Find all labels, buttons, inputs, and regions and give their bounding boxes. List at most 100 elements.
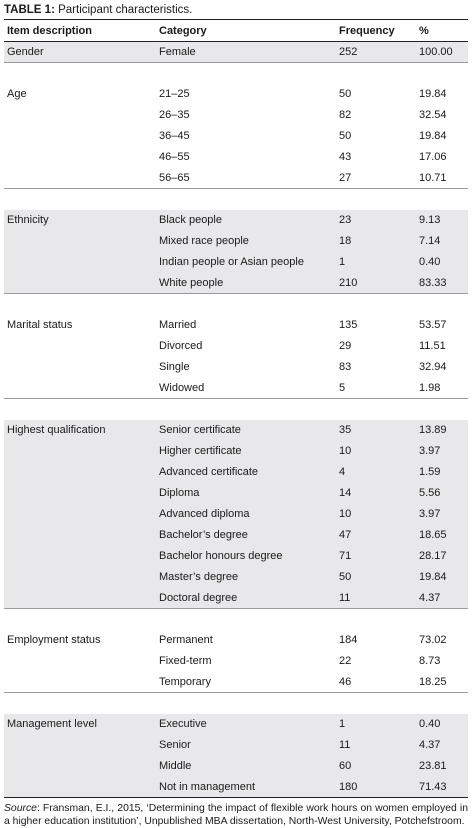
header-category: Category <box>156 19 336 42</box>
percent-cell: 8.73 <box>419 655 441 667</box>
category-cell: Permanent <box>159 634 213 646</box>
frequency-cell: 35 <box>336 419 416 441</box>
item-description-cell <box>4 272 156 294</box>
percent-cell: 32.54 <box>419 109 447 121</box>
source-label: Source <box>4 803 37 814</box>
category-cell: Mixed race people <box>156 230 336 252</box>
table-row: Mixed race people 18 7.14 <box>4 230 468 252</box>
table-row: Bachelor honours degree 71 28.17 <box>4 545 468 567</box>
frequency-cell: 252 <box>336 41 416 63</box>
table-row: Marital status Married 135 53.57 <box>4 315 468 336</box>
table-row: Middle 60 23.81 <box>4 755 468 777</box>
table-row: Doctoral degree 11 4.37 <box>4 587 468 609</box>
table-row: Widowed 5 1.98 <box>4 378 468 399</box>
frequency-cell: 27 <box>339 171 352 184</box>
frequency-cell: 5 <box>339 381 346 394</box>
category-cell: Single <box>159 361 190 373</box>
percent-cell: 100.00 <box>416 41 468 63</box>
frequency-cell: 14 <box>336 482 416 504</box>
frequency-cell: 11 <box>336 734 416 756</box>
category-cell: Executive <box>156 713 336 735</box>
category-cell: Not in management <box>156 776 336 798</box>
percent-cell: 53.57 <box>419 319 447 331</box>
table-row: Management level Executive 1 0.40 <box>4 713 468 735</box>
category-cell: Advanced diploma <box>156 503 336 525</box>
item-description-cell <box>4 105 156 126</box>
table-row: Employment status Permanent 184 73.02 <box>4 630 468 651</box>
category-cell: Senior certificate <box>156 419 336 441</box>
frequency-cell: 43 <box>339 151 352 163</box>
header-row: Item description Category Frequency % <box>4 19 468 42</box>
group-spacer <box>4 692 468 714</box>
table-row: White people 210 83.33 <box>4 272 468 294</box>
percent-cell: 0.40 <box>416 251 468 273</box>
item-description-cell: Marital status <box>7 319 73 331</box>
item-description-cell <box>4 672 156 693</box>
group-spacer <box>4 62 468 84</box>
percent-cell: 4.37 <box>416 734 468 756</box>
percent-cell: 10.71 <box>419 171 447 184</box>
item-description-cell <box>4 503 156 525</box>
percent-cell: 19.84 <box>419 130 447 142</box>
percent-cell: 18.65 <box>416 524 468 546</box>
header-frequency: Frequency <box>336 19 416 42</box>
item-description-cell <box>4 440 156 462</box>
header-item-description: Item description <box>4 19 156 42</box>
item-description-cell <box>4 461 156 483</box>
frequency-cell: 47 <box>336 524 416 546</box>
item-description-cell: Management level <box>4 713 156 735</box>
frequency-cell: 184 <box>339 634 358 646</box>
item-description-cell: Age <box>7 88 27 100</box>
percent-cell: 7.14 <box>416 230 468 252</box>
table-row: Bachelor’s degree 47 18.65 <box>4 524 468 546</box>
table-row: Ethnicity Black people 23 9.13 <box>4 209 468 231</box>
category-cell: Female <box>156 41 336 63</box>
percent-cell: 83.33 <box>416 272 468 294</box>
table-row: Advanced certificate 4 1.59 <box>4 461 468 483</box>
percent-cell: 28.17 <box>416 545 468 567</box>
percent-cell: 0.40 <box>416 713 468 735</box>
frequency-cell: 135 <box>339 319 358 331</box>
category-cell: White people <box>156 272 336 294</box>
table-row: 36–45 50 19.84 <box>4 126 468 147</box>
category-cell: Indian people or Asian people <box>156 251 336 273</box>
percent-cell: 19.84 <box>416 566 468 588</box>
item-description-cell <box>4 336 156 357</box>
frequency-cell: 10 <box>336 440 416 462</box>
percent-cell: 18.25 <box>419 675 447 688</box>
frequency-cell: 50 <box>339 130 352 142</box>
item-description-cell <box>4 776 156 798</box>
frequency-cell: 22 <box>339 655 352 667</box>
percent-cell: 13.89 <box>416 419 468 441</box>
item-description-cell <box>4 755 156 777</box>
group-5: Employment status Permanent 184 73.02 Fixed-… <box>4 630 468 693</box>
caption-label: TABLE 1: <box>4 4 55 16</box>
source-text: : Fransman, E.I., 2015, ‘Determining the… <box>4 803 468 827</box>
percent-cell: 11.51 <box>419 340 446 352</box>
group-6: Management level Executive 1 0.40 Senior 11 4.… <box>4 713 468 798</box>
table-row: Senior 11 4.37 <box>4 734 468 756</box>
group-2: Ethnicity Black people 23 9.13 Mixed race pe… <box>4 209 468 294</box>
frequency-cell: 180 <box>336 776 416 798</box>
table-row: 56–65 27 10.71 <box>4 168 468 189</box>
table-row: Diploma 14 5.56 <box>4 482 468 504</box>
category-cell: 56–65 <box>159 171 190 184</box>
item-description-cell <box>4 230 156 252</box>
frequency-cell: 29 <box>339 340 352 352</box>
percent-cell: 5.56 <box>416 482 468 504</box>
percent-cell: 23.81 <box>416 755 468 777</box>
table-caption: TABLE 1: Participant characteristics. <box>4 2 468 19</box>
participant-table: Item description Category Frequency % Ge… <box>4 19 468 798</box>
item-description-cell <box>4 734 156 756</box>
category-cell: Diploma <box>156 482 336 504</box>
table-row: Gender Female 252 100.00 <box>4 41 468 63</box>
percent-cell: 9.13 <box>416 209 468 231</box>
category-cell: Master’s degree <box>156 566 336 588</box>
table-row: Divorced 29 11.51 <box>4 336 468 357</box>
frequency-cell: 10 <box>336 503 416 525</box>
item-description-cell <box>4 524 156 546</box>
category-cell: Widowed <box>159 381 205 394</box>
frequency-cell: 82 <box>339 109 352 121</box>
percent-cell: 17.06 <box>419 151 447 163</box>
item-description-cell <box>4 587 156 609</box>
